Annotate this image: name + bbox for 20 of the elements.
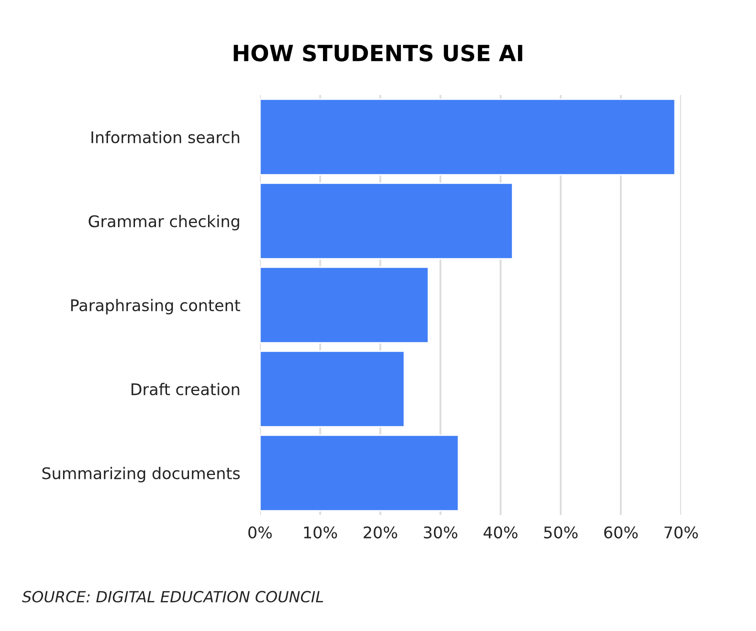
y-tick-label: Information search — [92, 130, 240, 144]
y-tick-label: Summarizing documents — [42, 466, 240, 482]
bar — [260, 266, 430, 344]
x-tick-label: 50% — [544, 526, 578, 538]
bar — [260, 98, 676, 176]
bar — [260, 434, 460, 512]
chart-title: HOW STUDENTS USE AI — [234, 44, 522, 62]
bar — [260, 182, 514, 260]
y-tick-label: Paraphrasing content — [71, 298, 240, 314]
x-tick-label: 60% — [604, 526, 638, 538]
bar — [260, 350, 406, 428]
x-tick-label: 40% — [484, 526, 518, 538]
y-tick-label: Grammar checking — [88, 214, 240, 230]
x-tick-label: 0% — [248, 526, 272, 538]
source-note: SOURCE: DIGITAL EDUCATION COUNCIL — [22, 590, 324, 602]
x-tick-label: 30% — [424, 526, 458, 538]
x-tick-label: 10% — [304, 526, 338, 538]
x-tick-label: 70% — [664, 526, 698, 538]
y-tick-label: Draft creation — [132, 382, 240, 396]
x-tick-label: 20% — [364, 526, 398, 538]
